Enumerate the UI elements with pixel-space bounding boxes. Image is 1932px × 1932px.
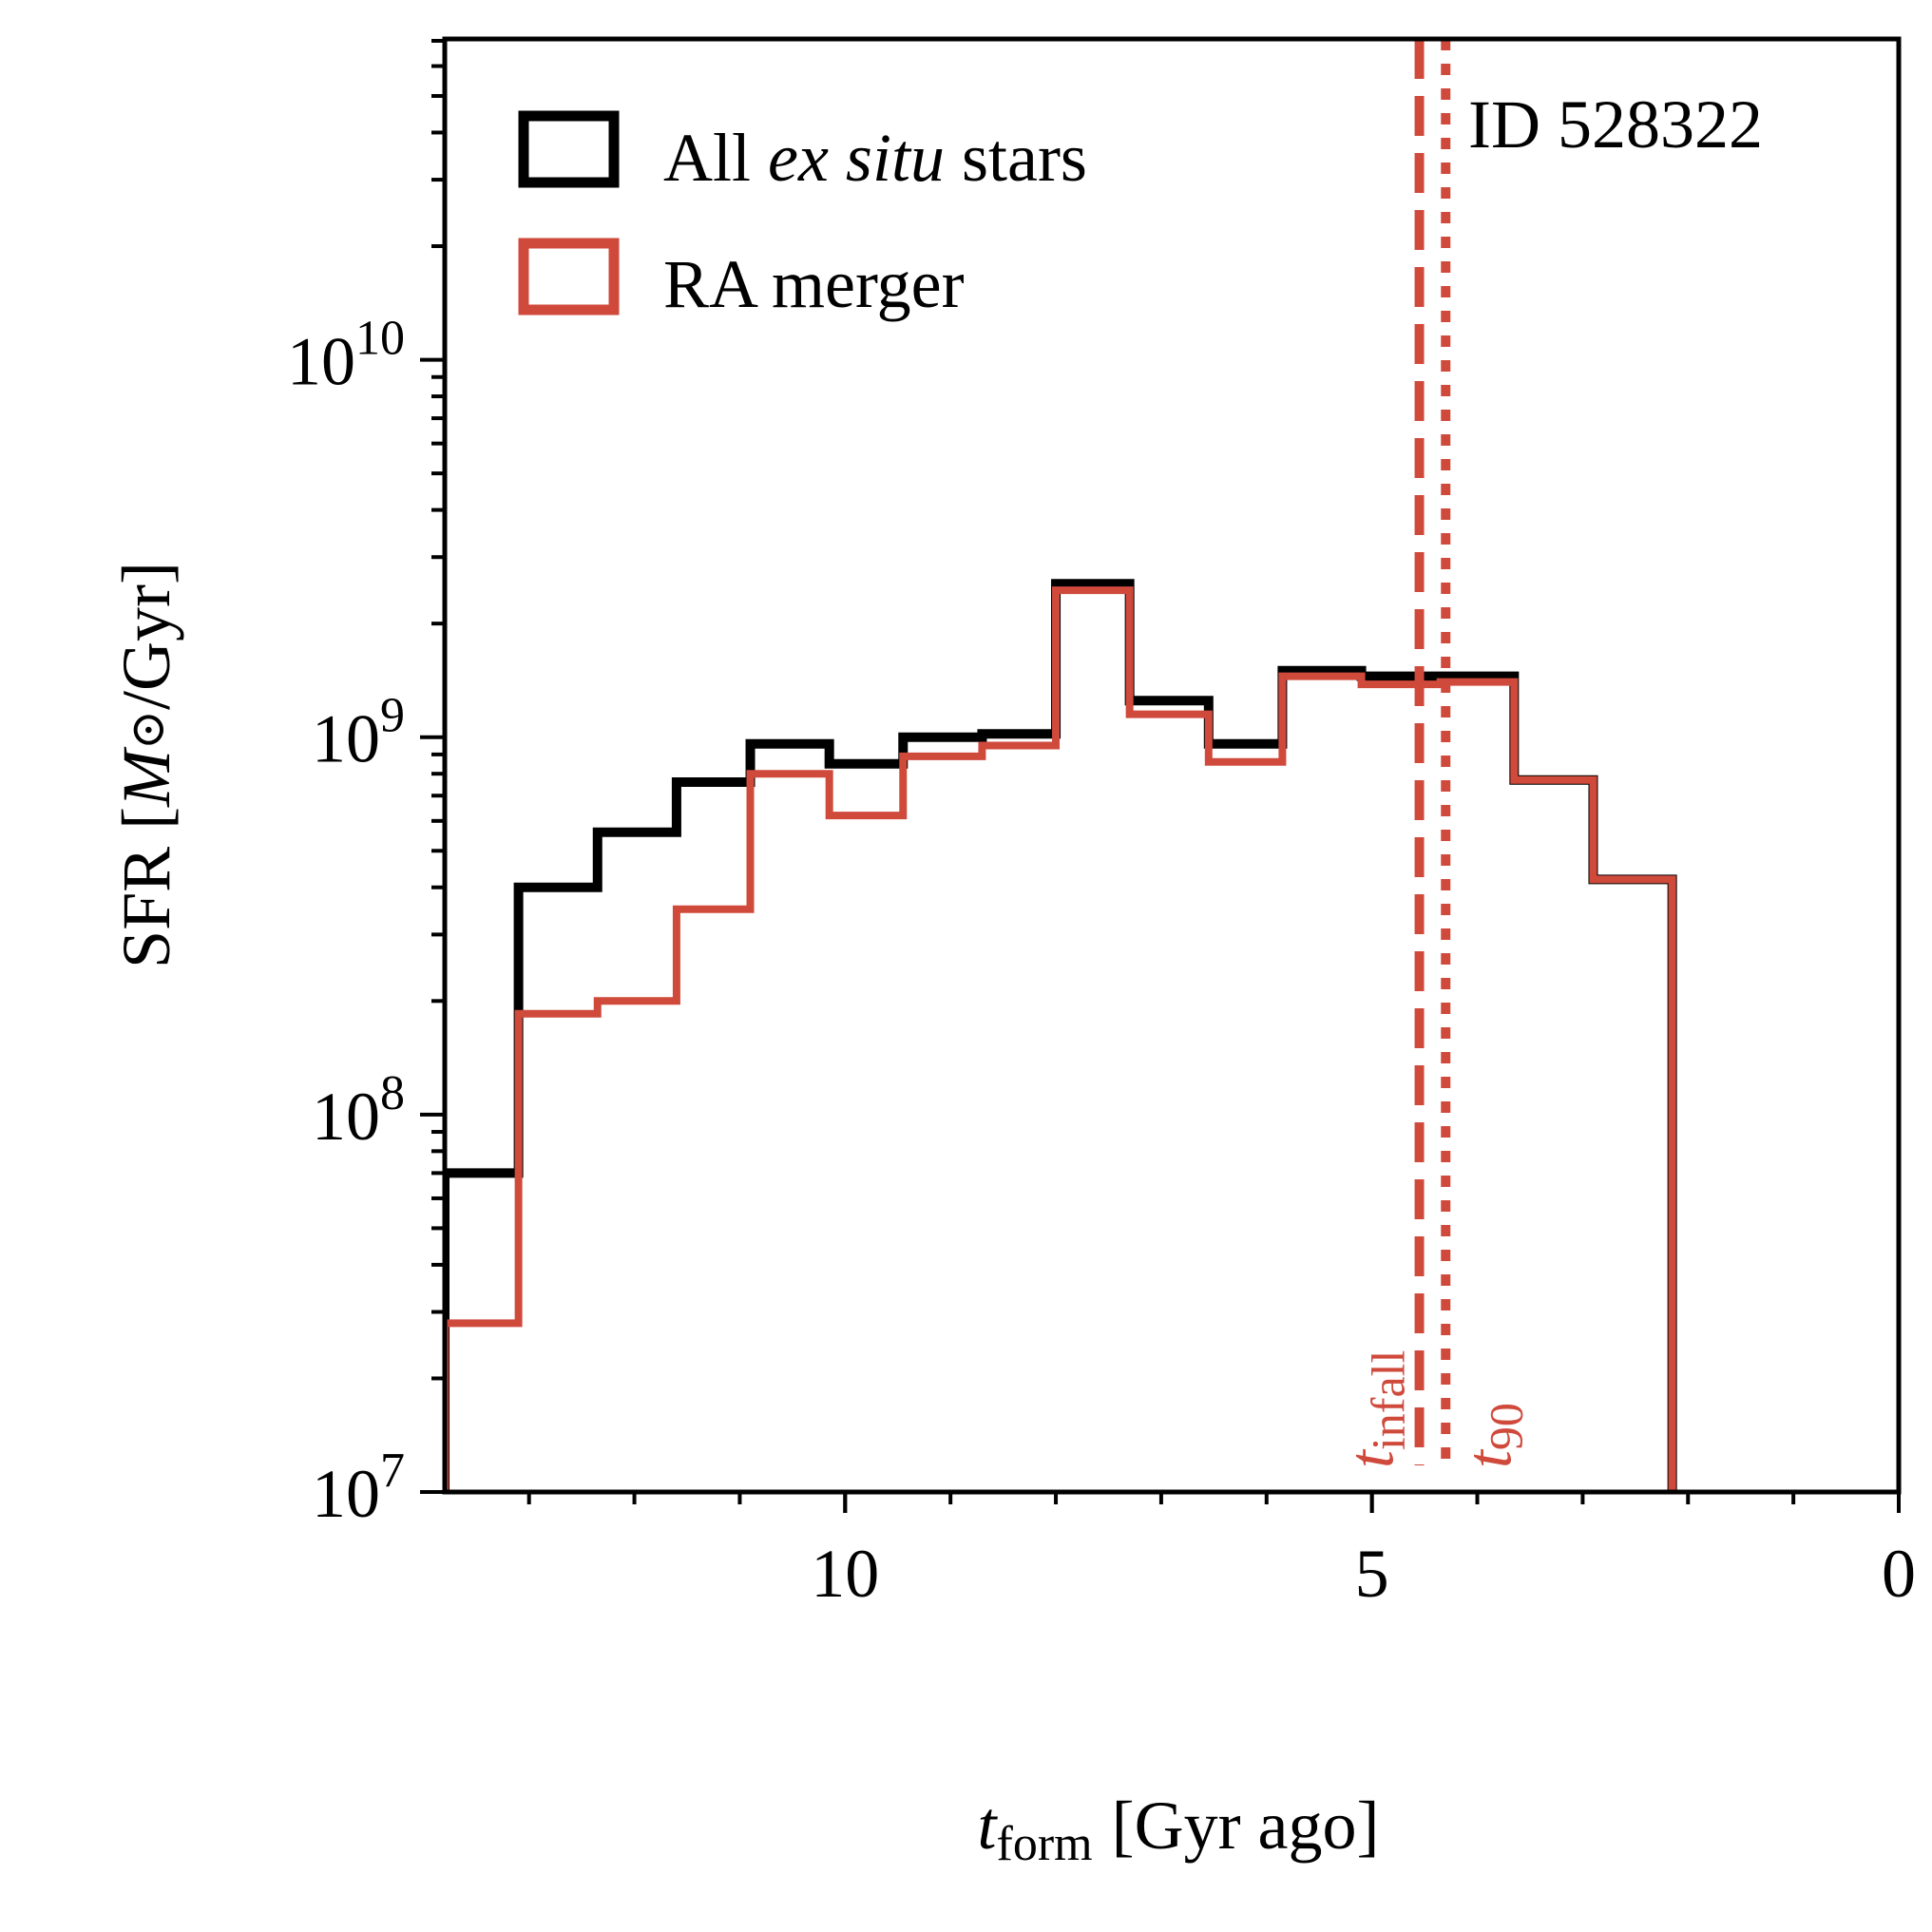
- x-tick-label: 5: [1355, 1536, 1389, 1612]
- vline-layer: [1414, 39, 1451, 1465]
- legend-swatch-all-ex-situ: [518, 110, 620, 188]
- series-line-ra-merger: [445, 586, 1676, 1492]
- y-tick-label: 1010: [287, 312, 405, 400]
- t-90-label: t90: [1452, 1403, 1532, 1468]
- x-tick-label: 10: [811, 1536, 879, 1612]
- y-tick-label: 109: [312, 689, 405, 777]
- y-tick-label: 108: [312, 1066, 405, 1155]
- x-tick-label: 0: [1882, 1536, 1916, 1612]
- series-layer: [445, 579, 1677, 1492]
- x-axis-label: tform [Gyr ago]: [978, 1788, 1380, 1871]
- legend-swatch-ra-merger: [518, 238, 620, 316]
- y-axis-label: SFR [M⊙/Gyr]: [108, 562, 184, 968]
- y-tick-label: 107: [312, 1444, 405, 1532]
- x-axis-ticks: 10 5 0: [526, 1492, 1916, 1612]
- t-infall-label: tinfall: [1335, 1350, 1415, 1468]
- galaxy-id-label: ID 528322: [1468, 86, 1763, 163]
- plot-frame: [442, 36, 1902, 1495]
- legend-label-ra-merger: RA merger: [663, 246, 965, 322]
- y-axis-ticks: 107 108 109 1010: [287, 38, 445, 1532]
- legend-label-all-ex-situ: All ex situ stars: [663, 120, 1087, 196]
- legend: All ex situ stars RA merger: [518, 110, 1087, 322]
